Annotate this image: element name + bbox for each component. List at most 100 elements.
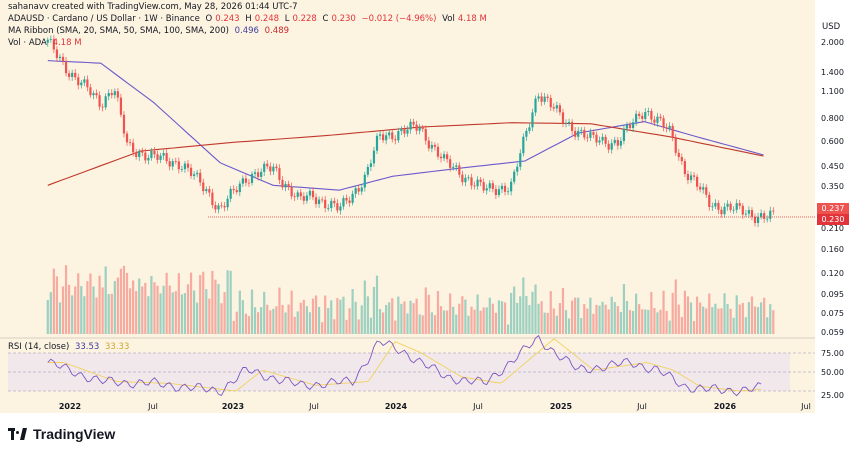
candle-body xyxy=(68,73,71,77)
tradingview-logo[interactable]: TradingView xyxy=(8,426,115,442)
candle-body xyxy=(519,153,522,167)
volume-bar xyxy=(290,290,293,334)
volume-bar xyxy=(476,294,479,334)
volume-bar xyxy=(439,306,443,334)
volume-bar xyxy=(689,302,693,334)
ma-short-line xyxy=(47,60,764,191)
volume-bar xyxy=(473,309,476,334)
ma-header[interactable]: MA Ribbon (SMA, 20, SMA, 50, SMA, 100, S… xyxy=(8,26,292,36)
volume-bar xyxy=(284,312,287,334)
time-axis-label: 2025 xyxy=(550,402,573,411)
volume-bar xyxy=(138,278,141,334)
candle-body xyxy=(357,188,360,192)
ma-long-line xyxy=(47,122,764,186)
candle-body xyxy=(476,179,479,187)
volume-bar xyxy=(699,302,702,334)
candle-body xyxy=(738,203,741,206)
candle-body xyxy=(128,142,132,144)
candle-body xyxy=(668,125,671,129)
volume-bar xyxy=(107,294,110,334)
rsi-axis[interactable]: 75.00 50.00 25.00 xyxy=(821,349,844,400)
candle-body xyxy=(464,177,467,183)
volume-bar xyxy=(71,295,74,334)
volume-bar xyxy=(330,300,333,334)
candle-body xyxy=(510,181,513,192)
candle-body xyxy=(613,139,616,144)
volume-bar xyxy=(421,315,424,334)
ma-text: MA Ribbon (SMA, 20, SMA, 50, SMA, 100, S… xyxy=(8,26,229,36)
vol-label: Vol xyxy=(442,14,455,24)
candle-body xyxy=(257,172,260,177)
rsi-axis-label: 25.00 xyxy=(821,391,844,400)
price-axis-label: 1.400 xyxy=(821,68,844,77)
volume-bar xyxy=(662,290,665,334)
candle-body xyxy=(196,172,199,175)
volume-bar xyxy=(74,286,77,334)
volume-bar xyxy=(619,311,622,334)
volume-bar xyxy=(269,310,272,334)
time-axis[interactable]: 2022 Jul 2023 Jul 2024 Jul 2025 Jul 2026 Jul xyxy=(59,402,811,411)
volume-bar xyxy=(592,313,595,334)
candle-body xyxy=(208,189,211,193)
vol-header[interactable]: Vol · ADA 4.18 M xyxy=(8,38,85,48)
candle-body xyxy=(247,182,251,184)
candle-body xyxy=(366,166,369,175)
currency-label: USD xyxy=(822,22,843,32)
volume-bar xyxy=(287,304,290,334)
candle-body xyxy=(604,136,607,144)
volume-bar xyxy=(177,273,180,334)
candle-body xyxy=(558,105,562,113)
candle-body xyxy=(220,205,223,207)
volume-bar xyxy=(427,294,430,334)
volume-bar xyxy=(113,281,116,334)
price-axis-label: 0.075 xyxy=(821,309,844,318)
candle-body xyxy=(360,187,363,192)
candle-body xyxy=(592,132,595,135)
volume-bar xyxy=(668,320,671,334)
volume-bar xyxy=(400,303,403,334)
candle-body xyxy=(446,154,449,160)
symbol-header: ADAUSD · Cardano / US Dollar · 1W · Bina… xyxy=(8,14,490,24)
candle-body xyxy=(449,159,452,168)
candle-body xyxy=(711,206,714,208)
candle-body xyxy=(49,39,52,40)
candle-body xyxy=(546,96,549,99)
volume-bar xyxy=(549,291,552,334)
volume-bar xyxy=(726,303,729,334)
candle-body xyxy=(747,210,751,214)
candle-body xyxy=(741,205,744,215)
volume-bar xyxy=(345,319,348,334)
volume-bar xyxy=(205,289,208,334)
volume-bar xyxy=(159,293,162,334)
candle-body xyxy=(232,188,235,191)
volume-bar xyxy=(564,310,568,334)
volume-bar xyxy=(351,289,354,334)
volume-bar xyxy=(363,280,366,334)
ma-ribbon xyxy=(47,60,764,191)
volume-bar xyxy=(58,302,62,334)
volume-bar xyxy=(385,304,388,334)
volume-bar xyxy=(650,291,653,334)
candle-body xyxy=(543,96,546,102)
candle-body xyxy=(391,132,394,140)
volume-bar xyxy=(229,270,232,334)
candle-body xyxy=(406,129,409,134)
candle-body xyxy=(345,197,348,201)
candle-body xyxy=(641,115,644,119)
volume-bar xyxy=(589,297,592,334)
volume-bar xyxy=(52,268,55,334)
volume-bar xyxy=(418,314,421,334)
rsi-header[interactable]: RSI (14, close) 33.53 33.33 xyxy=(8,342,132,352)
candle-body xyxy=(702,187,705,190)
volume-bar xyxy=(55,276,59,334)
candle-body xyxy=(418,127,421,131)
ma-value-2: 0.489 xyxy=(264,26,290,36)
price-axis[interactable]: 2.0001.4001.1000.8000.6000.4500.3500.270… xyxy=(821,38,844,337)
volume-bar xyxy=(452,306,455,334)
volume-bar xyxy=(275,306,278,334)
volume-bar xyxy=(622,284,626,334)
volume-bar xyxy=(64,265,68,334)
volume-bar xyxy=(144,282,147,334)
volume-bar xyxy=(180,294,183,334)
